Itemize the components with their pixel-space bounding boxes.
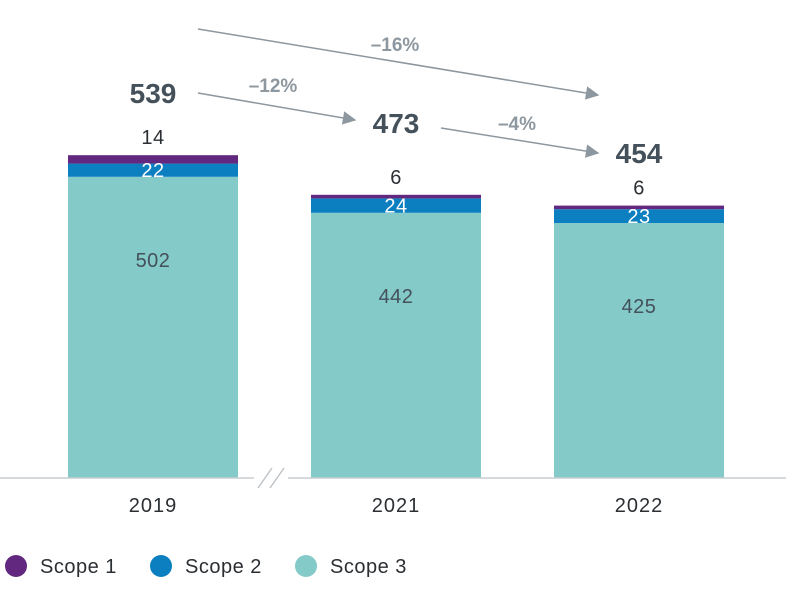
label-scope-1-2019: 14	[141, 127, 164, 149]
axis-break-gap	[254, 470, 288, 486]
bar-scope-3-2022	[554, 223, 724, 478]
tick-label-2021: 2021	[372, 495, 421, 517]
label-scope-1-2022: 6	[633, 178, 645, 200]
legend-label-scope-3: Scope 3	[330, 556, 407, 578]
legend-label-scope-2: Scope 2	[185, 556, 262, 578]
total-label-2022: 454	[616, 138, 663, 169]
axis-break-stroke-2	[269, 467, 285, 489]
bar-scope-2-2019	[68, 163, 238, 177]
change-arrows-layer: –12% –4% –16%	[197, 28, 600, 158]
bar-scope-1-2019	[68, 155, 238, 164]
legend-label-scope-1: Scope 1	[40, 556, 117, 578]
label-scope-2-2021: 24	[384, 196, 407, 218]
change-arrow-2019-2021	[197, 92, 357, 125]
label-scope-3-2022: 425	[622, 296, 657, 318]
change-arrow-2019-2022	[197, 28, 600, 100]
axis-break-marker	[254, 467, 288, 489]
change-label-2021-2022: –4%	[498, 114, 536, 135]
bar-scope-2-2022	[554, 209, 724, 223]
change-arrow-2021-2022	[440, 127, 600, 158]
bar-scope-3-2019	[68, 176, 238, 479]
x-axis-ticks: 2019 2021 2022	[129, 495, 664, 517]
tick-label-2019: 2019	[129, 495, 178, 517]
legend-swatch-scope-1	[5, 555, 27, 577]
total-label-2019: 539	[130, 78, 177, 109]
label-scope-2-2019: 22	[141, 160, 164, 182]
label-scope-2-2022: 23	[627, 206, 650, 228]
change-label-2019-2021: –12%	[249, 76, 298, 97]
bars-layer	[68, 155, 724, 479]
legend-swatch-scope-2	[150, 555, 172, 577]
bar-scope-3-2021	[311, 212, 481, 479]
label-scope-3-2019: 502	[136, 250, 171, 272]
bar-scope-2-2021	[311, 198, 481, 213]
label-scope-1-2021: 6	[390, 167, 402, 189]
change-label-2019-2022: –16%	[371, 35, 420, 56]
bar-scope-1-2022	[554, 205, 724, 210]
bar-scope-1-2021	[311, 194, 481, 199]
labels-layer: 502 22 14 442 24 6 425 23 6 539 473 454	[130, 78, 663, 318]
legend-swatch-scope-3	[295, 555, 317, 577]
legend: Scope 1 Scope 2 Scope 3	[5, 555, 407, 578]
axis-break-stroke-1	[257, 467, 273, 489]
tick-label-2022: 2022	[615, 495, 664, 517]
label-scope-3-2021: 442	[379, 286, 414, 308]
total-label-2021: 473	[373, 108, 420, 139]
